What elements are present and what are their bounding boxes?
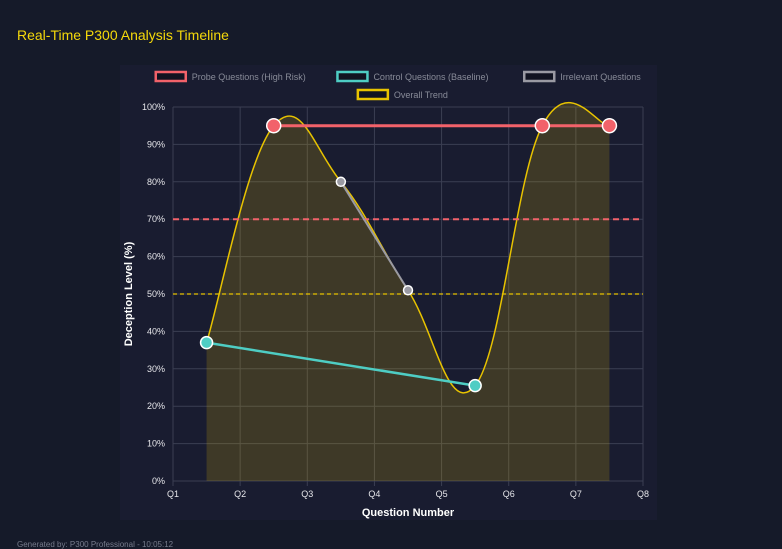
x-tick-label: Q7	[570, 489, 582, 499]
trend-line	[205, 101, 610, 394]
series-line-2	[340, 181, 409, 291]
y-axis-title: Deception Level (%)	[123, 241, 135, 346]
x-axis-title: Question Number	[362, 507, 455, 519]
x-tick-label: Q4	[368, 489, 380, 499]
data-point	[199, 335, 214, 350]
legend-swatch	[523, 70, 556, 83]
y-tick-label: 50%	[147, 289, 165, 299]
y-tick-label: 90%	[147, 139, 165, 149]
y-tick-label: 100%	[142, 102, 165, 112]
y-tick-label: 60%	[147, 252, 165, 262]
data-point	[601, 117, 618, 134]
x-tick-label: Q1	[167, 489, 179, 499]
x-tick-label: Q8	[637, 489, 649, 499]
legend-label: Irrelevant Questions	[560, 72, 641, 82]
x-tick-label: Q6	[503, 489, 515, 499]
x-tick-label: Q2	[234, 489, 246, 499]
legend-label: Probe Questions (High Risk)	[192, 72, 306, 82]
legend-swatch	[154, 70, 187, 83]
page-title: Real-Time P300 Analysis Timeline	[17, 27, 229, 43]
data-point	[534, 117, 551, 134]
y-tick-label: 0%	[152, 476, 165, 486]
y-tick-label: 10%	[147, 439, 165, 449]
y-tick-label: 40%	[147, 326, 165, 336]
legend-swatch	[336, 70, 369, 83]
data-point	[468, 378, 482, 393]
data-point	[402, 285, 414, 296]
chart-panel	[120, 65, 657, 520]
y-tick-label: 70%	[147, 214, 165, 224]
y-tick-label: 20%	[147, 401, 165, 411]
data-point	[265, 117, 282, 134]
legend-swatch	[356, 88, 390, 101]
x-tick-label: Q3	[301, 489, 313, 499]
x-tick-label: Q5	[436, 489, 448, 499]
legend-label: Control Questions (Baseline)	[373, 72, 488, 82]
footer-text: Generated by: P300 Professional - 10:05:…	[17, 540, 174, 549]
y-tick-label: 30%	[147, 364, 165, 374]
y-tick-label: 80%	[147, 177, 165, 187]
data-point	[335, 176, 347, 188]
series-line-1	[206, 341, 476, 387]
legend-label: Overall Trend	[394, 90, 448, 100]
